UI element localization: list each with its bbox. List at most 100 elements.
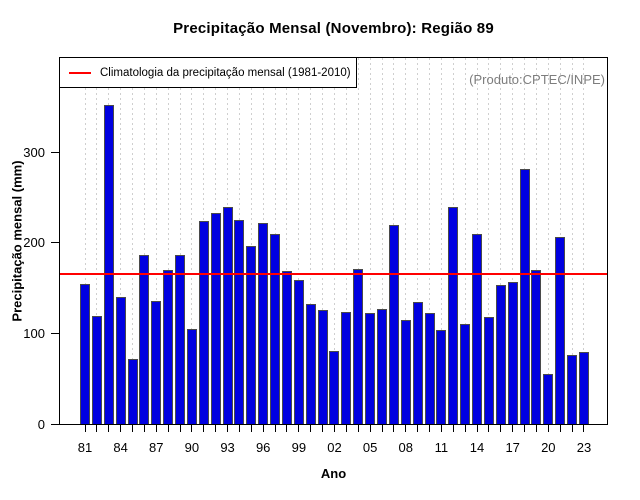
gridline-2008	[405, 58, 407, 424]
x-tick-2005	[369, 425, 371, 432]
gridline-1998	[286, 58, 288, 424]
x-tick-2000	[310, 425, 312, 432]
x-tick-2010	[429, 425, 431, 432]
gridline-2016	[500, 58, 502, 424]
bar-2006	[377, 309, 387, 424]
x-tick-label-2005: 05	[362, 440, 378, 455]
gridline-1986	[143, 58, 145, 424]
x-tick-label-2011: 11	[434, 440, 449, 455]
gridline-2003	[345, 58, 347, 424]
bar-2008	[400, 320, 411, 424]
bar-2021	[555, 237, 566, 424]
y-tick-label-200: 200	[23, 235, 45, 251]
x-tick-2013	[464, 425, 466, 432]
bar-1999	[293, 280, 304, 424]
y-tick-300	[51, 151, 59, 153]
bar-1986	[139, 255, 150, 424]
gridline-2011	[440, 58, 442, 424]
x-tick-1997	[274, 425, 276, 432]
gridline-1985	[132, 58, 134, 424]
x-tick-1996	[262, 425, 264, 432]
gridline-2017	[512, 58, 514, 424]
x-tick-label-1981: 81	[77, 440, 93, 455]
chart-title: Precipitação Mensal (Novembro): Região 8…	[173, 20, 494, 37]
bar-2015	[483, 317, 494, 424]
bar-1990	[186, 329, 197, 424]
x-tick-1985	[132, 425, 134, 432]
gridline-1987	[155, 58, 157, 424]
y-tick-label-0: 0	[37, 416, 45, 432]
bar-2001	[317, 310, 328, 424]
x-tick-1988	[167, 425, 169, 432]
x-tick-2017	[512, 425, 514, 432]
bar-2017	[507, 282, 518, 424]
bar-2013	[460, 324, 471, 424]
gridline-2002	[333, 58, 335, 424]
x-tick-label-1990: 90	[184, 440, 200, 455]
source-annotation: (Produto:CPTEC/INPE)	[469, 72, 605, 87]
x-tick-2022	[571, 425, 573, 432]
plot-area: Climatologia da precipitação mensal (198…	[59, 57, 608, 425]
y-tick-0	[51, 423, 59, 425]
x-tick-label-2020: 20	[541, 440, 556, 455]
x-tick-1990	[191, 425, 193, 432]
gridline-1999	[298, 58, 300, 424]
x-axis-label: Ano	[320, 466, 347, 481]
bar-2009	[412, 302, 423, 424]
bar-2022	[567, 355, 578, 424]
gridline-2013	[464, 58, 466, 424]
x-tick-1983	[108, 425, 110, 432]
bar-1985	[127, 359, 138, 424]
x-tick-label-2014: 14	[469, 440, 485, 455]
bar-2003	[341, 312, 352, 424]
x-tick-2020	[547, 425, 549, 432]
x-tick-label-1987: 87	[149, 440, 164, 455]
bar-2012	[448, 207, 459, 424]
bar-2000	[305, 304, 316, 424]
bar-1995	[246, 246, 257, 424]
bar-2019	[531, 270, 542, 424]
climatology-reference-line	[60, 272, 607, 275]
bar-2007	[388, 225, 399, 424]
bar-1997	[270, 234, 281, 424]
gridline-2000	[310, 58, 312, 424]
x-tick-label-1999: 99	[291, 440, 307, 455]
legend-line-sample	[69, 71, 91, 74]
bar-1987	[151, 301, 162, 424]
x-tick-1995	[250, 425, 252, 432]
y-tick-label-100: 100	[23, 325, 45, 341]
x-tick-2019	[535, 425, 537, 432]
legend-label: Climatologia da precipitação mensal (198…	[100, 66, 351, 79]
gridline-1988	[167, 58, 169, 424]
x-tick-1998	[286, 425, 288, 432]
gridline-2004	[357, 58, 359, 424]
bar-1989	[175, 255, 186, 424]
bar-1993	[222, 207, 233, 424]
x-tick-2009	[417, 425, 419, 432]
x-tick-label-2008: 08	[398, 440, 413, 455]
y-tick-200	[51, 242, 59, 244]
bar-1982	[91, 316, 102, 424]
bar-2005	[365, 313, 376, 424]
x-tick-1987	[155, 425, 157, 432]
x-tick-1994	[238, 425, 240, 432]
x-tick-1999	[298, 425, 300, 432]
x-tick-1993	[227, 425, 229, 432]
x-tick-2014	[476, 425, 478, 432]
gridline-2009	[417, 58, 419, 424]
bar-2004	[353, 269, 364, 424]
bar-1994	[234, 220, 245, 424]
x-tick-2011	[440, 425, 442, 432]
x-tick-1982	[96, 425, 98, 432]
gridline-2001	[322, 58, 324, 424]
x-tick-2002	[333, 425, 335, 432]
legend-box: Climatologia da precipitação mensal (198…	[59, 57, 357, 88]
bar-2014	[472, 234, 483, 424]
x-tick-2021	[559, 425, 561, 432]
gridline-2023	[583, 58, 585, 424]
x-tick-2023	[583, 425, 585, 432]
x-tick-2007	[393, 425, 395, 432]
x-tick-label-1993: 93	[220, 440, 235, 455]
bar-2011	[436, 330, 447, 424]
